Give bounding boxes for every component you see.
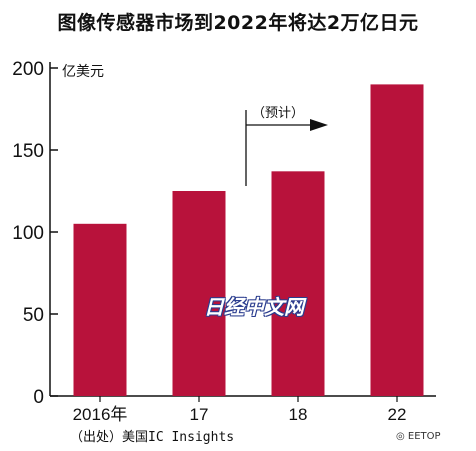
- x-tick-label: 22: [388, 405, 407, 424]
- watermark-logo: 日经中文网: [204, 295, 304, 319]
- y-tick-label: 150: [12, 141, 44, 162]
- chart-title: 图像传感器市场到2022年将达2万亿日元: [57, 12, 419, 34]
- x-tick-label: 17: [190, 405, 209, 424]
- y-tick-label: 100: [12, 223, 44, 244]
- forecast-label: （预计）: [252, 106, 304, 121]
- y-tick-label: 50: [23, 305, 44, 326]
- forecast-arrow-head: [310, 119, 328, 131]
- y-tick-label: 0: [33, 387, 44, 408]
- bar-2: [172, 191, 226, 396]
- bar-4: [370, 84, 424, 397]
- y-tick-label: 200: [12, 59, 44, 80]
- x-tick-label: 2016年: [73, 405, 128, 424]
- source-note: （出处）美国IC Insights: [70, 430, 235, 445]
- bar-1: [73, 223, 127, 396]
- y-axis-label: 亿美元: [62, 64, 104, 80]
- x-tick-label: 18: [289, 405, 308, 424]
- wechat-label: EETOP: [407, 431, 441, 442]
- bar-3: [271, 171, 325, 396]
- wechat-icon: ◎ EETOP: [396, 431, 441, 442]
